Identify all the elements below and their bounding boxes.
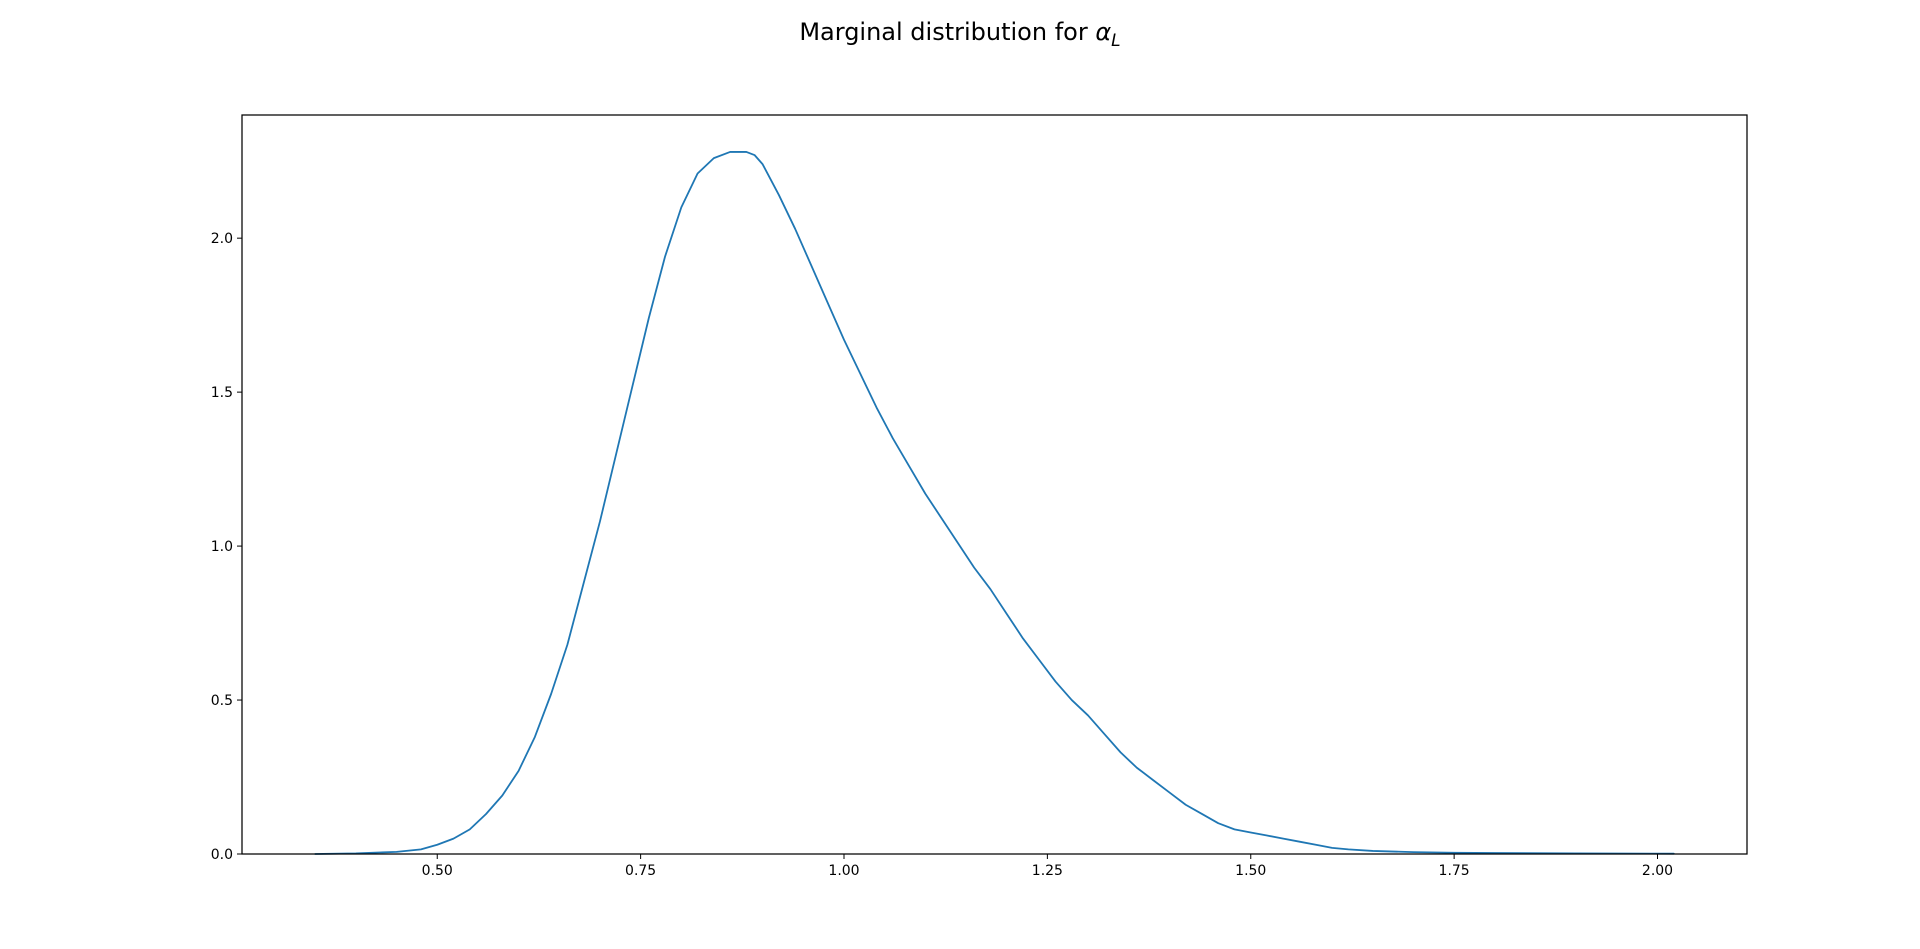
x-tick-label: 2.00 bbox=[1642, 863, 1673, 879]
x-tick-label: 0.50 bbox=[422, 863, 453, 879]
chart-title: Marginal distribution for αL bbox=[799, 18, 1120, 51]
y-tick-label: 1.0 bbox=[211, 539, 233, 555]
chart-title-math-subscript: L bbox=[1111, 31, 1120, 51]
y-tick-label: 0.5 bbox=[211, 693, 233, 709]
y-tick-label: 2.0 bbox=[211, 231, 233, 247]
x-tick-label: 0.75 bbox=[625, 863, 656, 879]
chart-title-math-symbol: α bbox=[1095, 18, 1111, 46]
chart-title-text: Marginal distribution for bbox=[799, 18, 1095, 46]
x-tick-label: 1.75 bbox=[1439, 863, 1470, 879]
x-tick-label: 1.25 bbox=[1032, 863, 1063, 879]
y-tick-label: 1.5 bbox=[211, 385, 233, 401]
plot-area: 0.50 0.75 1.00 1.25 1.50 1.75 2.00 0.0 0.5 1.0 1.5… bbox=[211, 151, 1675, 879]
density-line-series-0 bbox=[314, 151, 1675, 855]
x-tick-label: 1.50 bbox=[1235, 863, 1266, 879]
axes-frame bbox=[241, 114, 1748, 855]
y-tick-label: 0.0 bbox=[211, 847, 233, 863]
x-tick-label: 1.00 bbox=[828, 863, 859, 879]
